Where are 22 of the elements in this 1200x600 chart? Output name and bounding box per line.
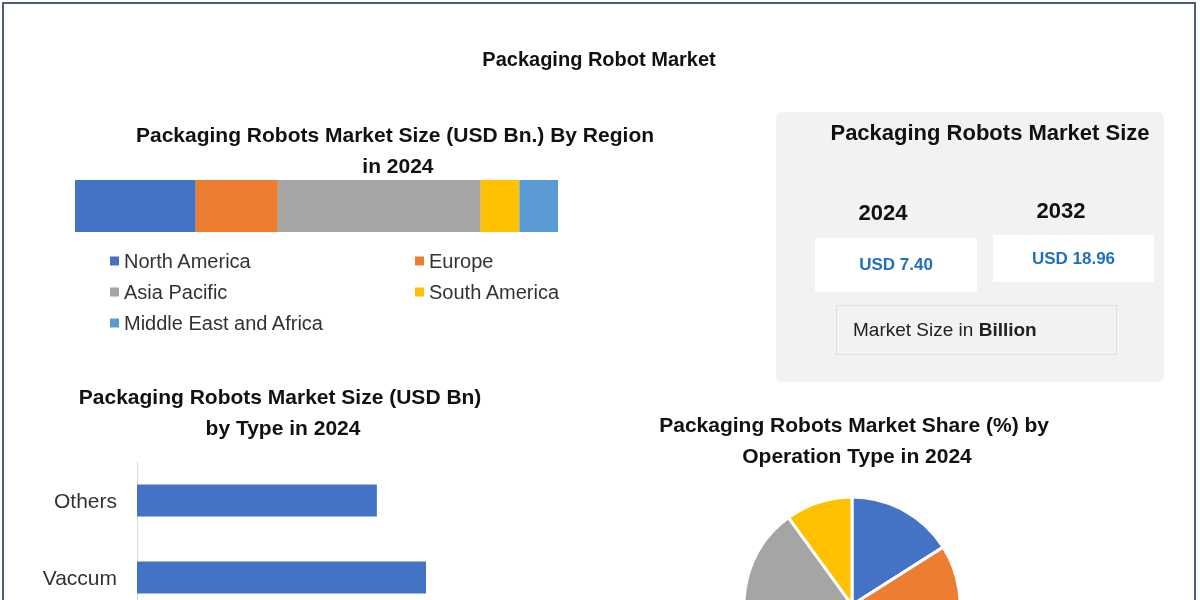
y-tick-label: Vaccum <box>42 566 117 589</box>
bar <box>195 180 278 232</box>
category-label: 2024 <box>857 200 909 226</box>
legend-label: Europe <box>429 250 494 272</box>
data-label: USD 18.96 <box>993 235 1154 282</box>
text: Packaging Robots Market Size <box>829 119 1151 147</box>
text: Packaging Robot Market <box>482 47 717 70</box>
chart-title: Packaging Robots Market Share (%) by Operation Type in 2024 <box>659 413 1055 467</box>
legend-label: North America <box>124 250 252 272</box>
data-label: USD 7.40 <box>815 238 977 292</box>
y-tick-label: Others <box>53 489 117 512</box>
text: Market Size in Billion <box>853 319 1037 341</box>
chart-title: Packaging Robots Market Size (USD Bn) by Type in 2024 <box>78 385 488 439</box>
bar <box>75 180 196 232</box>
bar <box>277 180 481 232</box>
legend-label: Asia Pacific <box>124 281 228 303</box>
bar <box>519 180 558 232</box>
bar <box>480 180 520 232</box>
legend-label: South America <box>429 281 560 303</box>
chart-subtitle: Packaging Robots Market Size (USD Bn.) By Region in 2024 <box>135 123 655 177</box>
legend-label: Middle East and Africa <box>124 312 324 334</box>
category-label: 2032 <box>1035 198 1087 224</box>
